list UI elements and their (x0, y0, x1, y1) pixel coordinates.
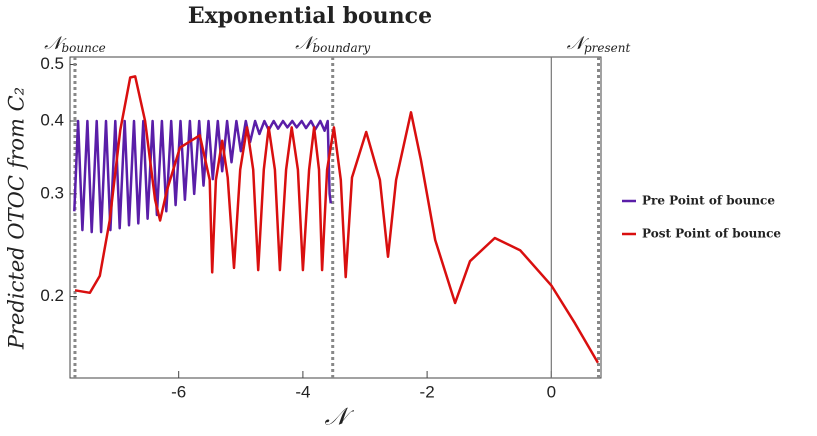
legend-label: Pre Point of bounce (642, 194, 775, 208)
y-tick-label: 0.3 (40, 183, 64, 202)
x-axis-label: 𝒩 (325, 403, 355, 431)
series-line (74, 75, 599, 364)
y-tick-label: 0.2 (40, 286, 64, 305)
y-tick-label: 0.5 (40, 54, 64, 73)
reference-subscript: bounce (61, 41, 105, 55)
series-line (73, 119, 333, 234)
x-tick-label: 0 (547, 382, 556, 401)
x-tick-label: -6 (171, 382, 186, 401)
reference-subscript: boundary (312, 41, 370, 55)
chart-title: Exponential bounce (188, 3, 432, 29)
reference-symbol: 𝒩 (44, 33, 67, 54)
reference-label: 𝒩bounce (44, 33, 105, 55)
reference-subscript: present (584, 41, 631, 55)
y-axis-label: Predicted OTOC from C₂ (5, 87, 29, 350)
reference-label: 𝒩present (567, 33, 631, 55)
plot-frame (69, 56, 602, 379)
reference-label: 𝒩boundary (295, 33, 370, 55)
reference-symbol: 𝒩 (295, 33, 318, 54)
legend-label: Post Point of bounce (642, 227, 781, 241)
x-tick-label: -2 (420, 382, 435, 401)
reference-symbol: 𝒩 (567, 33, 590, 54)
x-tick-label: -4 (295, 382, 310, 401)
y-tick-label: 0.4 (40, 110, 64, 129)
